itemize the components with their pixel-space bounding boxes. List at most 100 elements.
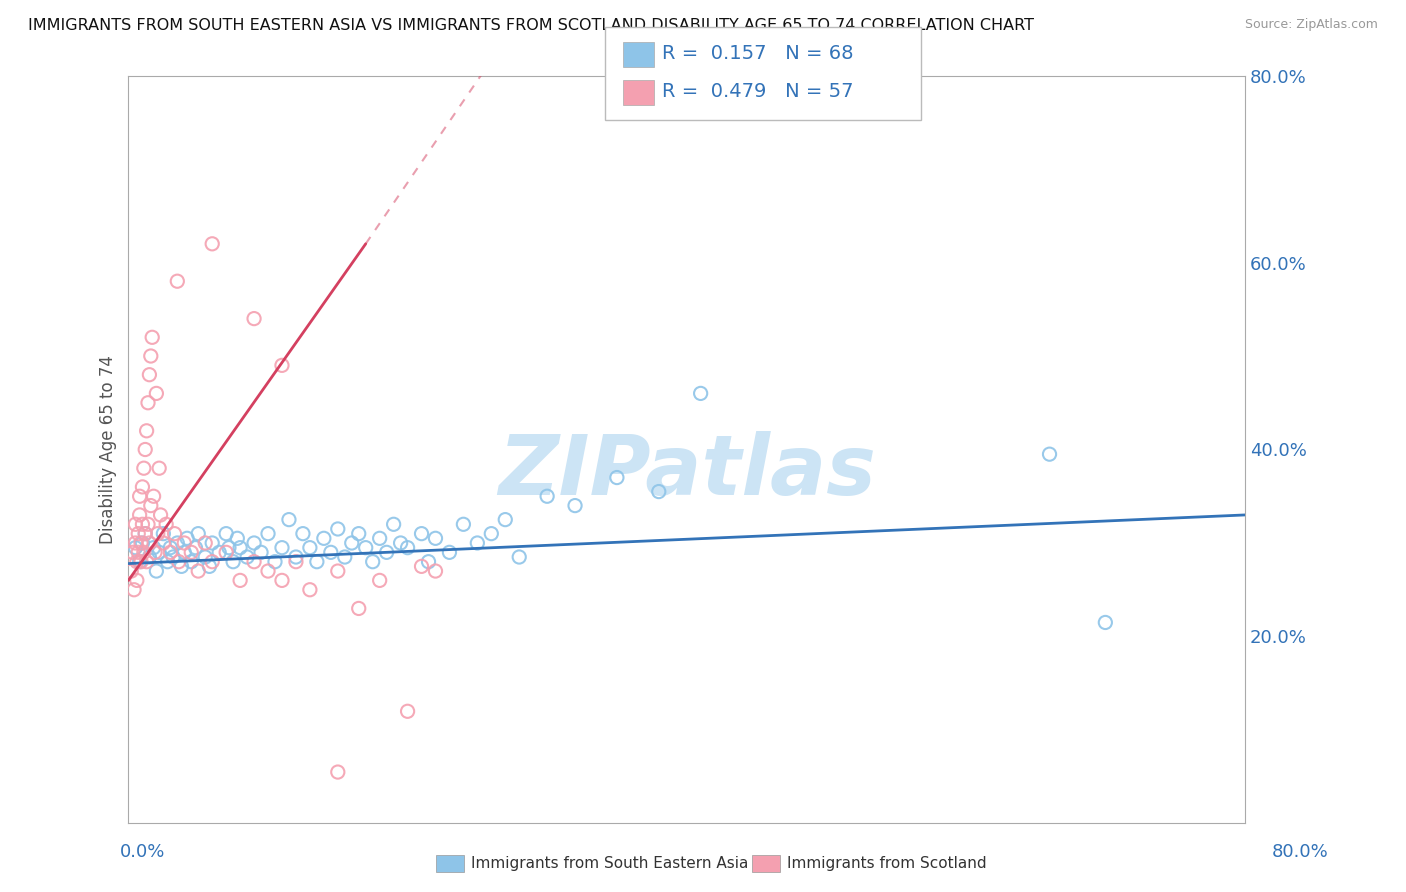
Point (215, 545, 238, 559)
Point (136, 517, 159, 532)
Point (127, 545, 149, 559)
Point (187, 526, 209, 541)
Point (201, 536, 224, 550)
Point (218, 541, 240, 555)
Point (138, 536, 160, 550)
Point (125, 555, 148, 569)
Point (184, 541, 207, 555)
Point (135, 555, 157, 569)
Point (136, 396, 159, 410)
Text: 80.0%: 80.0% (1272, 843, 1329, 861)
Point (382, 517, 405, 532)
Point (180, 545, 202, 559)
Point (298, 541, 321, 555)
Point (176, 531, 198, 545)
Point (135, 424, 157, 438)
Point (145, 564, 167, 578)
Point (222, 555, 245, 569)
Point (124, 536, 146, 550)
Point (122, 582, 145, 597)
Point (170, 559, 193, 574)
Point (134, 526, 156, 541)
Point (564, 499, 586, 513)
Point (134, 442, 156, 457)
Point (128, 555, 150, 569)
Point (148, 545, 170, 559)
Point (340, 536, 363, 550)
Point (396, 704, 419, 718)
Point (163, 526, 186, 541)
Point (166, 274, 188, 288)
Point (236, 549, 259, 564)
Point (326, 564, 349, 578)
Point (159, 545, 181, 559)
Point (138, 368, 160, 382)
Point (396, 541, 419, 555)
Point (152, 526, 174, 541)
Point (271, 574, 294, 588)
Point (257, 564, 280, 578)
Point (129, 536, 152, 550)
Text: Immigrants from Scotland: Immigrants from Scotland (787, 856, 987, 871)
Point (139, 499, 162, 513)
Text: Immigrants from South Eastern Asia: Immigrants from South Eastern Asia (471, 856, 748, 871)
Point (347, 601, 370, 615)
Text: R =  0.157   N = 68: R = 0.157 N = 68 (662, 44, 853, 63)
Point (120, 564, 142, 578)
Point (264, 555, 287, 569)
Point (201, 236, 224, 251)
Point (411, 559, 433, 574)
Point (354, 541, 377, 555)
Point (326, 765, 349, 780)
Point (284, 549, 307, 564)
Point (467, 536, 489, 550)
Point (194, 536, 217, 550)
Point (368, 574, 391, 588)
Text: Source: ZipAtlas.com: Source: ZipAtlas.com (1244, 18, 1378, 31)
Point (129, 555, 152, 569)
Point (124, 541, 146, 555)
Point (201, 555, 224, 569)
Point (425, 531, 447, 545)
Point (333, 549, 356, 564)
Point (143, 545, 166, 559)
Point (347, 526, 370, 541)
Point (368, 531, 391, 545)
Point (121, 545, 143, 559)
Point (411, 526, 433, 541)
Point (131, 480, 153, 494)
Point (508, 549, 530, 564)
Point (208, 545, 231, 559)
Point (134, 526, 156, 541)
Y-axis label: Disability Age 65 to 74: Disability Age 65 to 74 (100, 355, 117, 544)
Point (648, 484, 671, 499)
Point (131, 517, 153, 532)
Point (146, 526, 169, 541)
Point (132, 545, 155, 559)
Point (159, 541, 181, 555)
Point (145, 386, 167, 401)
Point (229, 574, 252, 588)
Point (439, 545, 461, 559)
Text: ZIPatlas: ZIPatlas (498, 432, 876, 512)
Point (243, 536, 266, 550)
Point (125, 574, 148, 588)
Point (536, 489, 558, 503)
Point (156, 555, 179, 569)
Point (389, 536, 412, 550)
Point (198, 559, 221, 574)
Point (229, 541, 252, 555)
Text: IMMIGRANTS FROM SOUTH EASTERN ASIA VS IMMIGRANTS FROM SCOTLAND DISABILITY AGE 65: IMMIGRANTS FROM SOUTH EASTERN ASIA VS IM… (28, 18, 1035, 33)
Point (142, 541, 165, 555)
Point (375, 545, 398, 559)
Point (243, 311, 266, 326)
Point (291, 526, 314, 541)
Point (271, 359, 294, 373)
Point (131, 536, 153, 550)
Point (312, 531, 335, 545)
Point (250, 545, 273, 559)
Point (173, 545, 195, 559)
Point (127, 526, 149, 541)
Point (226, 531, 249, 545)
Point (1038, 447, 1060, 461)
